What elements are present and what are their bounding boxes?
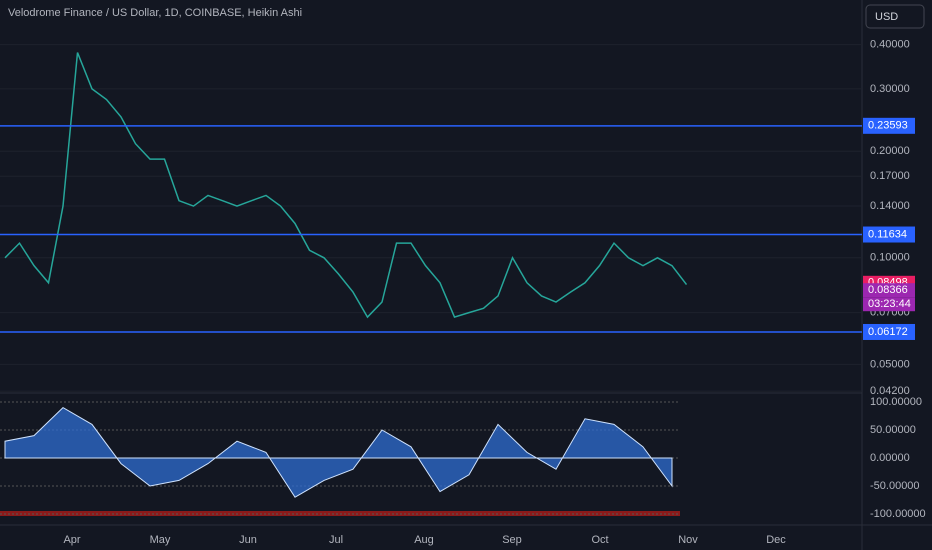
x-tick-label: Apr xyxy=(63,534,80,546)
level-tag xyxy=(863,323,915,340)
level-tag xyxy=(863,226,915,243)
x-tick-label: Sep xyxy=(502,534,522,546)
x-tick-label: Aug xyxy=(414,534,434,546)
y-tick-label: 0.30000 xyxy=(870,83,910,95)
currency-button[interactable] xyxy=(865,4,925,29)
y-tick-label: 0.20000 xyxy=(870,145,910,157)
x-tick-label: Oct xyxy=(591,534,608,546)
y-tick-label: 0.14000 xyxy=(870,200,910,212)
y-tick-label: 0.05000 xyxy=(870,358,910,370)
price-tag-label: 0.08366 xyxy=(868,284,908,296)
level-tag xyxy=(863,117,915,134)
level-label: 0.23593 xyxy=(868,120,908,132)
y-tick-label: 0.10000 xyxy=(870,252,910,264)
x-tick-label: Jun xyxy=(239,534,257,546)
countdown-tag xyxy=(863,297,915,312)
x-tick-label: Dec xyxy=(766,534,786,546)
level-label: 0.06172 xyxy=(868,326,908,338)
countdown-label: 03:23:44 xyxy=(868,298,911,310)
currency-label: USD xyxy=(875,11,898,23)
chart-title: Velodrome Finance / US Dollar, 1D, COINB… xyxy=(8,7,302,19)
x-tick-label: May xyxy=(150,534,171,546)
y-tick-label: 0.04200 xyxy=(870,385,910,397)
x-tick-label: Nov xyxy=(678,534,698,546)
y-tick-label: 0.17000 xyxy=(870,170,910,182)
price-tag xyxy=(863,283,915,298)
x-tick-label: Jul xyxy=(329,534,343,546)
osc-tick-label: 50.00000 xyxy=(870,424,916,436)
osc-tick-label: -100.00000 xyxy=(870,508,926,520)
oscillator-area xyxy=(4,406,673,498)
osc-tick-label: 0.00000 xyxy=(870,452,910,464)
price-line xyxy=(4,52,688,319)
osc-tick-label: -50.00000 xyxy=(870,480,920,492)
level-label: 0.11634 xyxy=(868,228,907,240)
y-tick-label: 0.40000 xyxy=(870,39,910,51)
osc-tick-label: 100.00000 xyxy=(870,396,922,408)
